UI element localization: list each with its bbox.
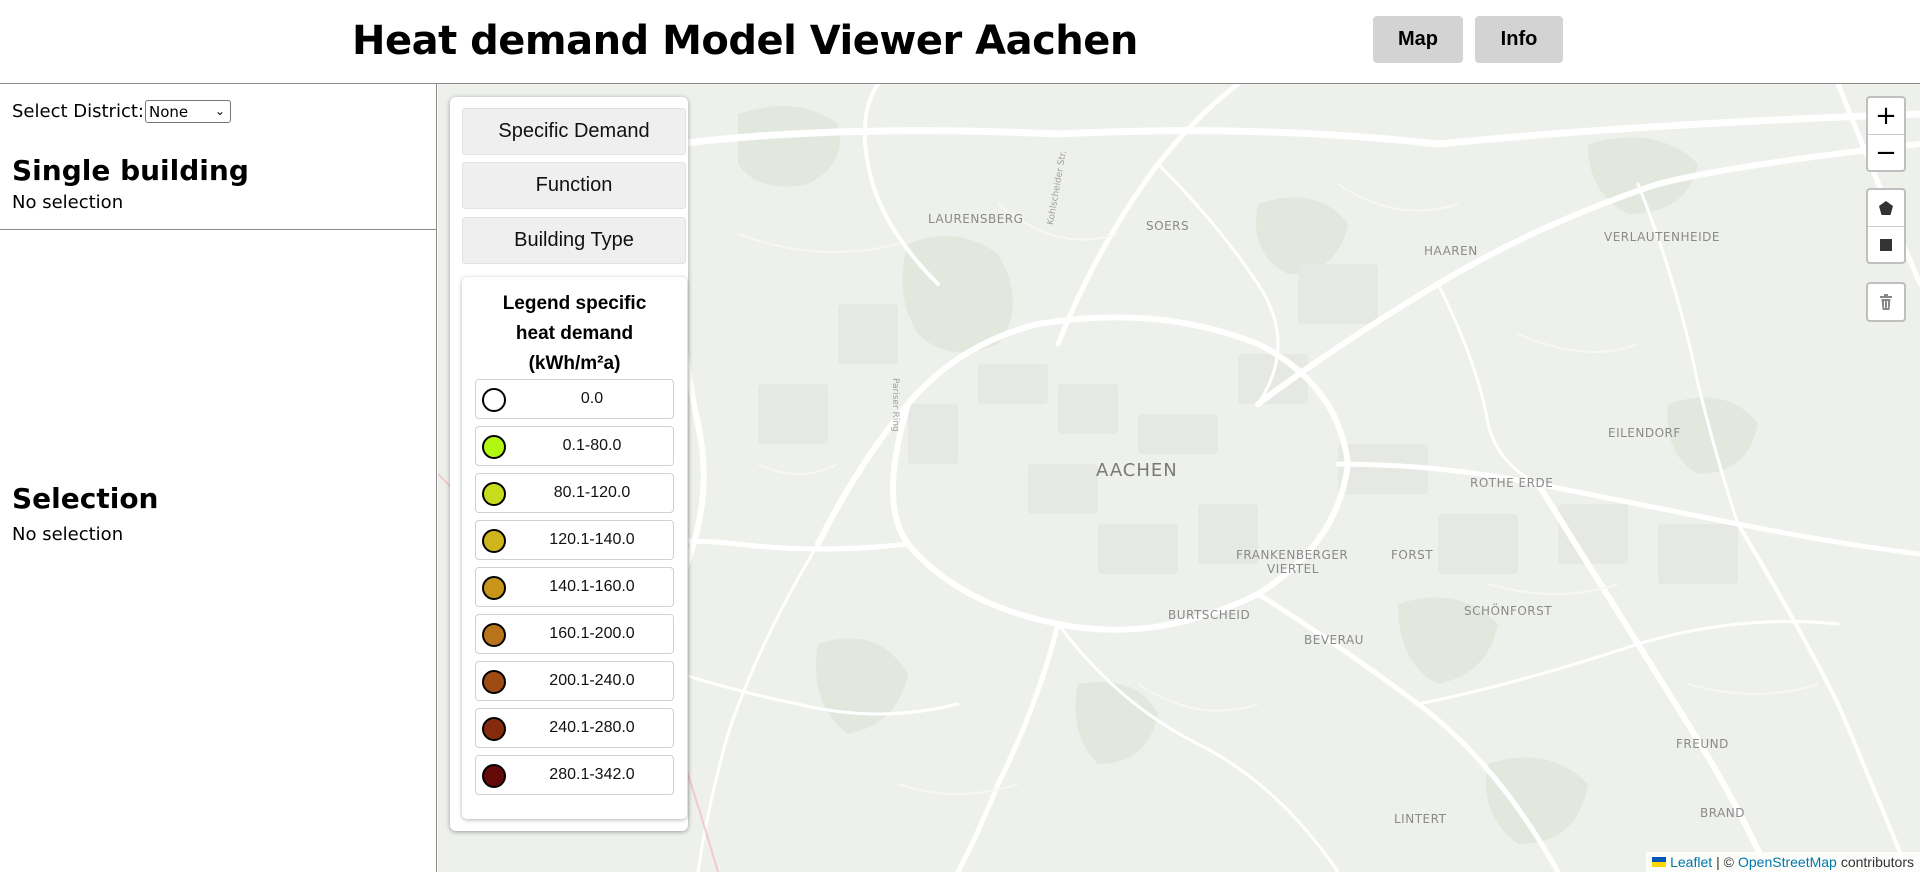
draw-polygon-button[interactable] <box>1868 190 1904 226</box>
legend-swatch <box>482 670 506 694</box>
legend-swatch <box>482 717 506 741</box>
legend: Legend specific heat demand (kWh/m²a) 0.… <box>462 277 687 819</box>
info-nav-button[interactable]: Info <box>1475 16 1563 63</box>
legend-label: 200.1-240.0 <box>549 672 635 689</box>
place-label: FRANKENBERGER <box>1236 548 1349 562</box>
ukraine-flag-icon <box>1652 857 1667 867</box>
single-building-section: Single building No selection <box>0 154 437 230</box>
place-label: LAURENSBERG <box>928 212 1024 226</box>
legend-label: 0.1-80.0 <box>562 437 622 454</box>
map-view[interactable]: LAURENSBERG SOERS HAAREN VERLAUTENHEIDE … <box>438 84 1920 872</box>
legend-swatch <box>482 764 506 788</box>
legend-label: 240.1-280.0 <box>549 719 635 736</box>
legend-swatch <box>482 529 506 553</box>
legend-label: 0.0 <box>580 390 604 407</box>
single-building-title: Single building <box>12 154 249 187</box>
page-title: Heat demand Model Viewer Aachen <box>352 18 1138 64</box>
legend-swatch <box>482 576 506 600</box>
legend-title-line: (kWh/m²a) <box>528 353 621 374</box>
legend-title-line: Legend specific <box>502 293 647 314</box>
street-label: Pariser Ring <box>890 378 900 432</box>
legend-swatch <box>482 482 506 506</box>
map-nav-button[interactable]: Map <box>1373 16 1463 63</box>
legend-label: 160.1-200.0 <box>549 625 635 642</box>
district-selected-value: None <box>148 102 189 121</box>
legend-item: 120.1-140.0 <box>475 520 674 560</box>
place-label: FREUND <box>1676 737 1729 751</box>
legend-title: Legend specific heat demand (kWh/m²a) <box>462 289 687 379</box>
selection-value: No selection <box>12 524 124 545</box>
place-label: FORST <box>1391 548 1434 562</box>
legend-item: 0.0 <box>475 379 674 419</box>
place-label: EILENDORF <box>1608 426 1681 440</box>
building-type-button[interactable]: Building Type <box>462 217 686 264</box>
header-bar: Heat demand Model Viewer Aachen Map Info <box>0 0 1920 84</box>
layer-control-panel: Specific Demand Function Building Type L… <box>450 97 688 831</box>
legend-swatch <box>482 623 506 647</box>
place-label: VERLAUTENHEIDE <box>1604 230 1720 244</box>
zoom-control: + − <box>1866 96 1906 172</box>
rectangle-icon <box>1880 238 1892 251</box>
legend-swatch <box>482 435 506 459</box>
specific-demand-button[interactable]: Specific Demand <box>462 108 686 155</box>
place-label: HAAREN <box>1424 244 1478 258</box>
place-label: VIERTEL <box>1267 562 1319 576</box>
polygon-icon <box>1879 201 1893 215</box>
legend-item: 0.1-80.0 <box>475 426 674 466</box>
district-select[interactable]: None ⌄ <box>144 100 231 123</box>
single-building-value: No selection <box>12 192 124 213</box>
legend-title-line: heat demand <box>515 323 634 344</box>
draw-rectangle-button[interactable] <box>1868 226 1904 262</box>
district-label: Select District: <box>12 101 144 122</box>
legend-item: 80.1-120.0 <box>475 473 674 513</box>
delete-control <box>1866 282 1906 322</box>
place-label: SCHÖNFORST <box>1464 604 1553 618</box>
openstreetmap-link[interactable]: OpenStreetMap <box>1738 854 1837 870</box>
draw-control <box>1866 188 1906 264</box>
place-label: BRAND <box>1700 806 1746 820</box>
zoom-out-button[interactable]: − <box>1868 134 1904 170</box>
place-label: SOERS <box>1146 219 1190 233</box>
function-button[interactable]: Function <box>462 162 686 209</box>
attribution-separator: | © <box>1716 854 1734 870</box>
delete-button[interactable] <box>1868 284 1904 320</box>
chevron-down-icon: ⌄ <box>214 104 225 118</box>
district-selector: Select District: None ⌄ <box>12 100 231 123</box>
legend-item: 240.1-280.0 <box>475 708 674 748</box>
selection-title: Selection <box>12 482 159 515</box>
legend-swatch <box>482 388 506 412</box>
leaflet-link[interactable]: Leaflet <box>1670 854 1713 870</box>
legend-label: 80.1-120.0 <box>553 484 631 501</box>
place-label: LINTERT <box>1394 812 1447 826</box>
legend-item: 160.1-200.0 <box>475 614 674 654</box>
place-label-aachen: AACHEN <box>1096 460 1178 481</box>
map-attribution: Leaflet | © OpenStreetMap contributors <box>1646 852 1920 872</box>
sidebar: Select District: None ⌄ Single building … <box>0 84 437 872</box>
place-label: ROTHE ERDE <box>1470 476 1554 490</box>
legend-label: 140.1-160.0 <box>549 578 635 595</box>
attribution-contributors: contributors <box>1840 854 1914 870</box>
legend-label: 120.1-140.0 <box>549 531 635 548</box>
legend-item: 280.1-342.0 <box>475 755 674 795</box>
zoom-in-button[interactable]: + <box>1875 101 1897 131</box>
legend-item: 140.1-160.0 <box>475 567 674 607</box>
place-label: BEVERAU <box>1304 633 1364 647</box>
trash-icon <box>1880 294 1892 310</box>
legend-label: 280.1-342.0 <box>549 766 635 783</box>
place-label: BURTSCHEID <box>1168 608 1251 622</box>
legend-item: 200.1-240.0 <box>475 661 674 701</box>
